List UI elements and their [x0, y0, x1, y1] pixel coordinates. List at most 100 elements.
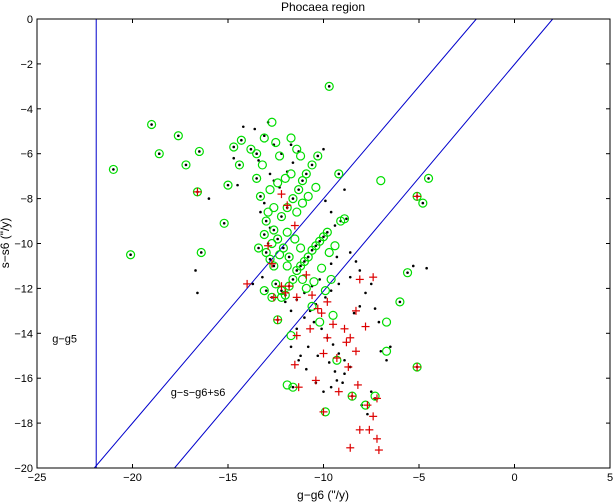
dot-point: [316, 154, 320, 158]
circle-point: [181, 160, 191, 170]
circle-point: [286, 133, 296, 143]
dot-point: [343, 188, 346, 191]
circle-point: [290, 234, 300, 244]
dot-point: [318, 239, 321, 243]
circle-point: [108, 164, 119, 175]
plus-point: [355, 275, 364, 284]
dot-point: [112, 168, 115, 171]
dot-point: [329, 289, 333, 292]
dot-point: [261, 275, 264, 279]
axis-ticks: −25 −20 −15 −10 −5 0 50−2−4−6−8−10−12−14−16−18…: [14, 14, 613, 484]
dot-point: [337, 172, 341, 176]
plus-point: [267, 259, 276, 268]
dot-point: [377, 320, 381, 324]
circle-point: [229, 142, 239, 152]
dot-point: [268, 257, 272, 261]
chart-title: Phocaea region: [281, 0, 365, 14]
circle-point: [259, 133, 269, 143]
dot-point: [262, 134, 266, 138]
circle-point: [276, 211, 287, 222]
plus-point: [351, 347, 360, 356]
x-tick-label: −5: [413, 472, 426, 484]
dot-point: [194, 269, 197, 272]
circle-point: [303, 252, 313, 262]
y-tick-label: −18: [14, 418, 33, 430]
dot-point: [196, 291, 199, 295]
dot-point: [364, 291, 367, 295]
dot-point: [322, 147, 325, 151]
y-tick-label: −6: [20, 149, 33, 161]
dot-point: [257, 246, 260, 250]
circle-point: [322, 227, 332, 237]
circle-point: [234, 160, 245, 170]
circle-point: [423, 173, 434, 183]
plus-point: [351, 306, 360, 315]
dot-point: [326, 230, 329, 234]
dot-point: [177, 134, 180, 138]
dot-point: [272, 228, 276, 232]
dot-point: [369, 282, 373, 286]
plus-point: [372, 394, 381, 403]
dot-point: [329, 262, 333, 266]
dot-point: [157, 152, 161, 155]
plus-point: [413, 362, 422, 371]
plus-point: [319, 407, 328, 416]
circle-point: [334, 169, 344, 179]
dot-point: [425, 266, 428, 270]
plus-point: [365, 425, 374, 434]
y-tick-label: −2: [20, 59, 33, 71]
x-tick-label: −10: [314, 472, 333, 484]
plus-point: [290, 221, 299, 230]
dot-point: [314, 244, 318, 248]
circle-point: [294, 185, 304, 195]
plus-point: [193, 187, 202, 196]
plus-point: [372, 434, 381, 443]
dot-point: [306, 345, 310, 349]
y-tick-label: −14: [14, 328, 33, 340]
dot-point: [259, 210, 262, 214]
circle-point: [324, 81, 334, 91]
dot-point: [297, 358, 300, 362]
x-tick-label: −15: [219, 472, 238, 484]
dot-point: [324, 296, 327, 299]
circle-point: [282, 227, 292, 237]
circle-point: [273, 178, 283, 188]
circle-point: [269, 261, 279, 271]
dot-point: [348, 251, 352, 254]
dot-point: [268, 172, 272, 176]
plus-point: [294, 383, 303, 392]
circle-point: [259, 286, 269, 296]
dot-point: [335, 379, 339, 382]
dot-point: [301, 179, 304, 182]
y-tick-label: −8: [20, 194, 33, 206]
dot-point: [331, 343, 335, 346]
dot-point: [232, 156, 236, 160]
dot-point: [184, 163, 188, 167]
dot-point: [251, 282, 255, 286]
dot-point: [253, 127, 257, 131]
resonance-label: g−s−g6+s6: [171, 387, 226, 399]
plus-point: [292, 331, 301, 340]
dot-point: [345, 217, 348, 221]
dot-point: [327, 361, 331, 364]
plus-point: [334, 387, 343, 396]
plus-point: [277, 282, 286, 291]
dot-point: [369, 390, 373, 393]
dot-point: [348, 275, 352, 279]
circle-point: [274, 250, 285, 260]
plus-point: [346, 333, 355, 342]
dot-point: [341, 381, 344, 384]
plus-point: [323, 333, 332, 342]
circle-point: [223, 180, 233, 190]
x-tick-label: 5: [607, 472, 613, 484]
dot-point: [335, 255, 339, 259]
y-axis-label: s−s6 ("/y): [0, 218, 12, 269]
dot-point: [199, 251, 203, 254]
x-axis-label: g−g6 ("/y): [297, 488, 349, 502]
dot-point: [329, 210, 333, 214]
dot-point: [305, 172, 308, 176]
dot-point: [373, 307, 377, 310]
y-tick-label: 0: [27, 14, 33, 26]
circle-point: [196, 247, 206, 258]
